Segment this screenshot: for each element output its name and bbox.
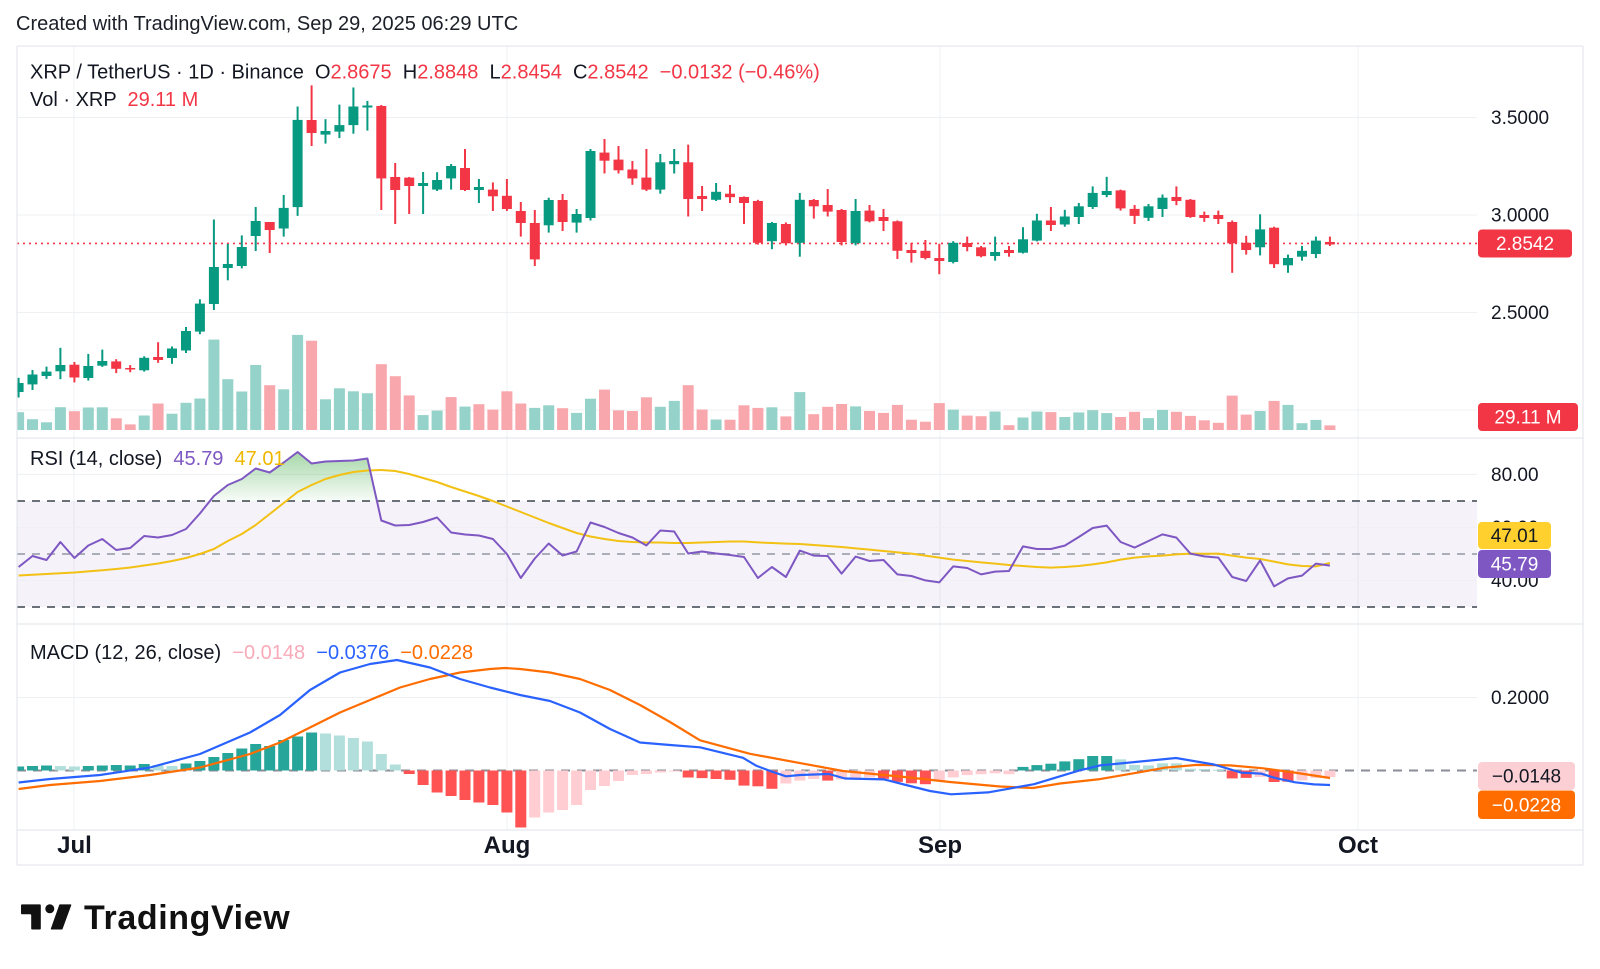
- svg-text:−0.0148: −0.0148: [1492, 767, 1561, 788]
- svg-text:47.01: 47.01: [1491, 526, 1539, 547]
- svg-text:3.0000: 3.0000: [1491, 206, 1549, 227]
- svg-text:0.2000: 0.2000: [1491, 688, 1549, 709]
- svg-text:Jul: Jul: [57, 832, 92, 859]
- svg-text:2.5000: 2.5000: [1491, 303, 1549, 324]
- svg-text:TradingView: TradingView: [84, 899, 290, 937]
- svg-text:2.8542: 2.8542: [1496, 234, 1554, 255]
- svg-text:Vol · XRP 29.11 M: Vol · XRP 29.11 M: [30, 89, 198, 111]
- svg-text:Created with TradingView.com,: Created with TradingView.com, Sep 29, 20…: [16, 13, 518, 35]
- svg-text:−0.0228: −0.0228: [1492, 796, 1561, 817]
- svg-text:3.5000: 3.5000: [1491, 108, 1549, 129]
- svg-text:80.00: 80.00: [1491, 465, 1539, 486]
- svg-text:Oct: Oct: [1338, 832, 1378, 859]
- svg-text:Aug: Aug: [484, 832, 531, 859]
- svg-text:XRP / TetherUS · 1D · Binance: XRP / TetherUS · 1D · Binance O2.8675 H2…: [30, 62, 820, 84]
- svg-text:29.11 M: 29.11 M: [1494, 408, 1561, 429]
- svg-text:Sep: Sep: [918, 832, 962, 859]
- svg-text:45.79: 45.79: [1491, 555, 1539, 576]
- svg-text:MACD (12, 26, close) −0.0148: MACD (12, 26, close) −0.0148 −0.0376 −0.…: [30, 642, 473, 664]
- svg-text:RSI (14, close) 45.79 47.01: RSI (14, close) 45.79 47.01: [30, 448, 285, 470]
